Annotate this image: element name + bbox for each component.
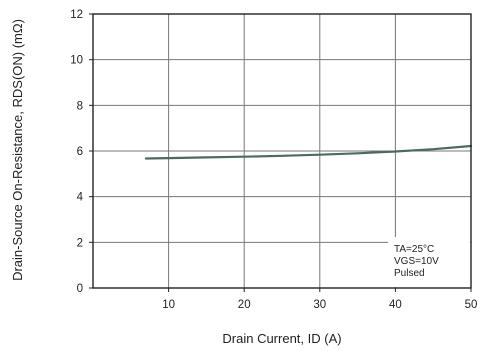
series-layer xyxy=(144,144,473,160)
x-tick-label: 50 xyxy=(465,299,478,311)
y-tick-label: 6 xyxy=(77,146,83,158)
series-line-0 xyxy=(144,144,473,160)
x-tick-label: 40 xyxy=(389,299,402,311)
annotation-line-1: TA=25°C xyxy=(394,244,434,255)
y-tick-label: 0 xyxy=(77,283,83,295)
y-axis-label: Drain-Source On-Resistance, RDS(ON) (mΩ) xyxy=(10,19,25,281)
x-tick-label: 10 xyxy=(162,299,175,311)
x-tick-labels: 10 20 30 40 50 xyxy=(162,288,477,311)
y-tick-label: 12 xyxy=(70,9,83,21)
y-tick-label: 2 xyxy=(77,237,83,249)
annotation-line-2: VGS=10V xyxy=(394,256,439,267)
x-tick-label: 20 xyxy=(238,299,251,311)
y-tick-label: 4 xyxy=(77,192,84,204)
y-tick-label: 8 xyxy=(77,100,83,112)
x-tick-label: 30 xyxy=(313,299,326,311)
legend-box: TA=25°C VGS=10V Pulsed xyxy=(388,237,470,287)
grid-lines xyxy=(93,14,471,288)
y-tick-label: 10 xyxy=(70,55,83,67)
legend-background xyxy=(388,237,470,287)
x-axis-label: Drain Current, ID (A) xyxy=(222,331,341,346)
annotation-line-3: Pulsed xyxy=(394,268,425,279)
y-tick-labels: 0 2 4 6 8 10 12 xyxy=(70,9,93,295)
